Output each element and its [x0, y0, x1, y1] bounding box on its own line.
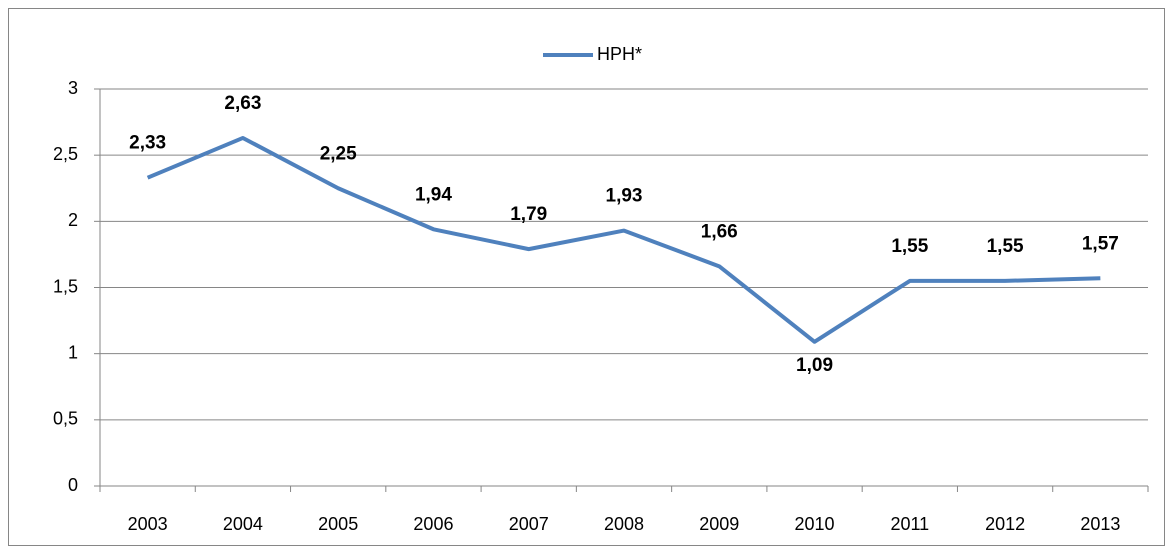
x-tick-label: 2008	[604, 514, 644, 534]
x-tick-label: 2012	[985, 514, 1025, 534]
x-tick-label: 2011	[890, 514, 929, 534]
data-label: 1,94	[415, 184, 452, 205]
y-tick-label: 0	[68, 475, 78, 495]
data-label: 1,55	[891, 236, 928, 257]
data-label: 1,66	[701, 221, 738, 242]
chart-frame	[8, 8, 1165, 546]
data-label: 1,09	[796, 355, 833, 376]
y-tick-label: 0,5	[53, 409, 78, 429]
data-label: 1,55	[987, 236, 1024, 257]
y-tick-label: 1,5	[53, 276, 78, 296]
data-line	[146, 135, 1101, 344]
x-tick-label: 2010	[795, 514, 835, 534]
y-tick-label: 1	[68, 342, 78, 362]
x-tick-label: 2005	[318, 514, 358, 534]
legend-label: HPH*	[597, 44, 642, 64]
x-tick-label: 2006	[413, 514, 453, 534]
x-tick-label: 2003	[128, 514, 168, 534]
y-tick-label: 2,5	[53, 144, 78, 164]
data-label: 2,63	[224, 93, 261, 114]
x-tick-label: 2013	[1080, 514, 1120, 534]
x-tick-label: 2009	[699, 514, 739, 534]
data-label: 2,25	[320, 143, 357, 164]
x-tick-label: 2004	[223, 514, 263, 534]
x-tick-label: 2007	[509, 514, 549, 534]
data-label: 1,79	[510, 204, 547, 225]
data-label: 1,93	[606, 186, 643, 207]
y-tick-label: 2	[68, 210, 78, 230]
y-tick-label: 3	[68, 78, 78, 98]
data-label: 2,33	[129, 133, 166, 154]
data-label: 1,57	[1082, 233, 1119, 254]
